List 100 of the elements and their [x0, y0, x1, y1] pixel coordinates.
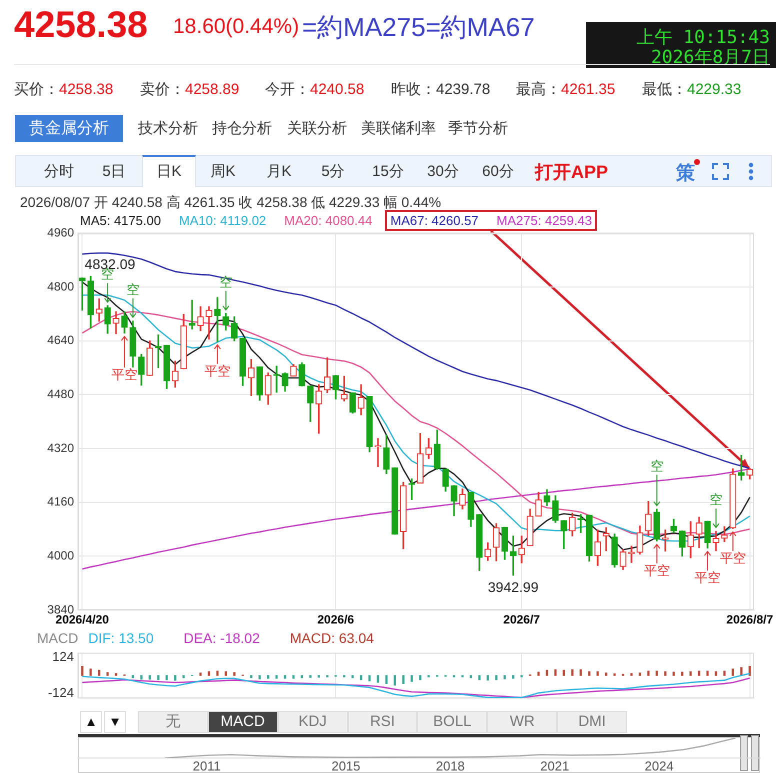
text: 4258.89 [185, 81, 240, 98]
bar [157, 675, 160, 680]
bar [714, 671, 718, 676]
annotation: 3942.99 [488, 579, 539, 596]
text: 4261.35 [561, 81, 616, 98]
bar [647, 670, 650, 676]
annotation: 空 [709, 492, 722, 508]
text: BOLL [417, 711, 488, 733]
text: 4240.58 [310, 81, 364, 98]
candlestick [273, 366, 280, 393]
text: 季节分析 [448, 119, 508, 138]
bar [604, 672, 608, 676]
text: 4229.33 [687, 81, 742, 98]
annotation: 平空 [111, 367, 138, 382]
text: 日K [155, 162, 182, 181]
bar [580, 669, 582, 676]
y-tick-label: -124 [48, 685, 74, 700]
bar [656, 670, 658, 676]
bar [748, 666, 751, 676]
bar [233, 672, 236, 676]
legend-title: MACD [37, 630, 78, 646]
text: 30分 [426, 162, 460, 181]
bar [166, 675, 168, 680]
annotation: 空 [219, 274, 232, 290]
annotation: 空 [126, 282, 140, 297]
candlestick [206, 306, 212, 340]
bar [351, 675, 354, 678]
bar [672, 672, 675, 676]
text: MA5: 4175.00 [80, 213, 161, 228]
text: 打开APP [535, 161, 608, 184]
x-tick-label: 2021 [540, 758, 570, 773]
x-tick-label: 2015 [331, 758, 360, 773]
text: 4258.38 [59, 81, 114, 98]
bar [410, 675, 413, 682]
text: RSI [348, 711, 418, 733]
text: MA20: 4080.44 [284, 213, 372, 228]
y-tick-label: 4800 [47, 279, 74, 294]
y-tick-label: 4960 [47, 226, 74, 240]
text: 无 [138, 711, 208, 733]
text: 4239.78 [436, 81, 490, 98]
candlestick [712, 530, 720, 552]
bar [394, 675, 396, 686]
bar [689, 671, 692, 676]
text: 上午 10:15:43 [636, 26, 770, 48]
text: 持仓分析 [212, 119, 272, 138]
text: DEA: -18.02 [184, 630, 260, 646]
text: 买价： [14, 81, 59, 98]
text: =約MA275=約MA67 [302, 11, 535, 44]
text: MA67: 4260.57 [390, 213, 479, 228]
bar [98, 670, 100, 676]
bar [512, 675, 514, 679]
bar [266, 675, 270, 679]
text: MACD: 63.04 [290, 630, 374, 646]
text: 最低： [642, 81, 687, 98]
annotation: 平空 [720, 550, 746, 566]
bar [174, 675, 176, 681]
bar [385, 675, 388, 684]
bar [292, 675, 295, 679]
y-tick-label: 4480 [47, 387, 74, 401]
x-tick-label: 2011 [192, 758, 221, 773]
text: 昨收： [391, 81, 436, 98]
bar [360, 675, 362, 680]
text: KDJ [278, 711, 348, 733]
text: 关联分析 [287, 119, 347, 138]
bar [638, 672, 642, 676]
bar [309, 675, 312, 678]
text: DMI [557, 711, 627, 733]
bar [732, 668, 734, 676]
bar [275, 675, 278, 679]
bar [90, 668, 92, 676]
text: 18.60(0.44%) [173, 15, 300, 39]
bar [106, 672, 109, 676]
bar [208, 671, 210, 676]
text: DIF: 13.50 [88, 630, 154, 646]
text: 60分 [481, 162, 515, 181]
bar [148, 675, 151, 680]
text: 最高： [516, 81, 561, 98]
bar [140, 675, 143, 680]
annotation: 空 [650, 458, 664, 474]
annotation: 平空 [694, 570, 721, 586]
text: 5日 [101, 162, 127, 181]
candlestick [721, 526, 728, 542]
annotation: 平空 [204, 363, 230, 378]
bar [478, 675, 481, 680]
bar [250, 675, 252, 678]
text: MA275: 4259.43 [496, 213, 592, 228]
bar [588, 671, 590, 676]
candlestick [214, 297, 221, 342]
bar [81, 666, 84, 676]
text: 贵金属分析 [15, 115, 123, 142]
chart-subtitle: 2026/08/07 开 4240.58 高 4261.35 收 4258.38 低 4229.33 幅 0.44% [20, 194, 442, 212]
y-tick-label: 4640 [47, 333, 74, 348]
text: 美联储利率 [361, 119, 436, 138]
bar [495, 675, 498, 680]
candlestick [628, 546, 635, 563]
text: ▲ [80, 711, 102, 733]
bar [258, 675, 261, 680]
bar [182, 675, 185, 678]
text: 技术分析 [138, 119, 198, 138]
text: 15分 [371, 162, 405, 181]
